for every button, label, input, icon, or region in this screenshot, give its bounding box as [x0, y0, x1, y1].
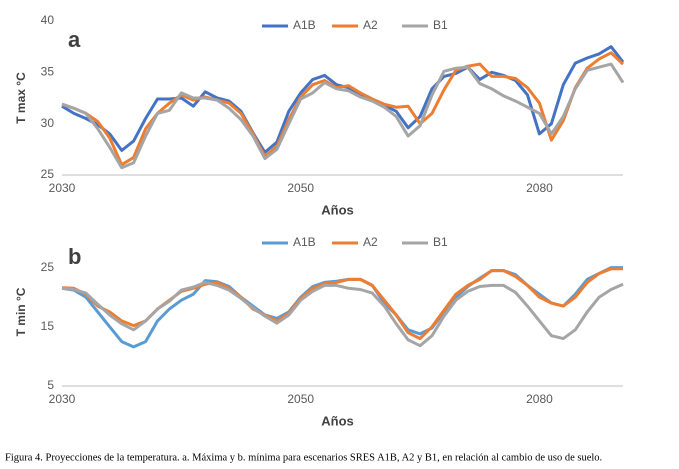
y-tick-label: 30: [41, 116, 55, 130]
y-axis-label: T max °C: [14, 72, 28, 124]
y-tick-label: 25: [41, 260, 55, 274]
y-axis-label: T min °C: [14, 287, 28, 336]
x-tick-label: 2080: [526, 392, 553, 406]
legend-label: A1B: [293, 235, 316, 249]
y-tick-label: 15: [41, 319, 55, 333]
series-line: [61, 280, 624, 348]
y-tick-label: 25: [41, 167, 55, 181]
x-tick-label: 2050: [287, 181, 314, 195]
x-tick-label: 2030: [49, 392, 76, 406]
legend-label: A2: [363, 18, 378, 32]
series-line: [61, 51, 625, 167]
x-axis-label: Años: [321, 413, 354, 428]
legend-label: B1: [433, 18, 448, 32]
x-axis-label: Años: [321, 202, 354, 217]
x-tick-label: 2050: [287, 392, 314, 406]
y-tick-label: 5: [47, 378, 54, 392]
legend-label: A1B: [293, 18, 316, 32]
legend-label: A2: [363, 235, 378, 249]
panel-label: b: [68, 244, 81, 269]
caption: Figura 4. Proyecciones de la temperatura…: [5, 452, 602, 463]
y-tick-label: 40: [41, 13, 55, 27]
x-tick-label: 2080: [526, 181, 553, 195]
series-line: [61, 62, 625, 170]
panel-label: a: [68, 27, 81, 52]
legend-label: B1: [433, 235, 448, 249]
x-tick-label: 2030: [49, 181, 76, 195]
y-tick-label: 35: [41, 65, 55, 79]
